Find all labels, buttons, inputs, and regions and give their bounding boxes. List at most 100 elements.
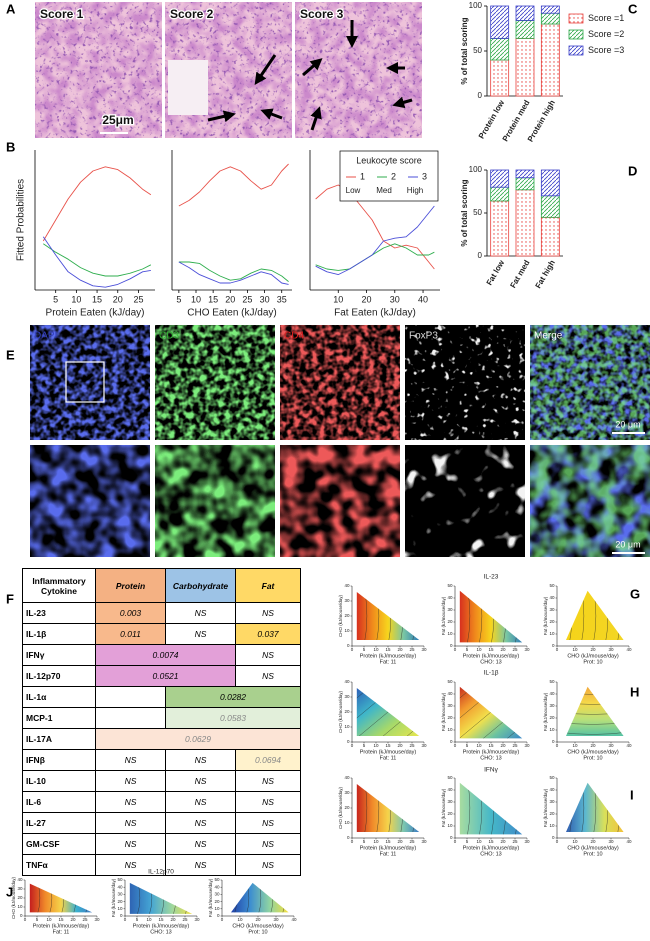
scale-label: 20 μm	[615, 419, 640, 429]
x-tick-label: 40	[626, 839, 632, 844]
x-tick-label: 5	[36, 917, 39, 922]
channel-label: FoxP3	[409, 331, 438, 342]
cytokine-name: IL-12p70	[22, 665, 96, 687]
cytokine-name: MCP-1	[22, 707, 96, 729]
plot-note: Fat: 11	[380, 755, 397, 761]
x-axis-label: Protein (kJ/mouse/day)	[133, 923, 190, 929]
y-axis-label: CHO (kJ/mouse/day)	[338, 594, 343, 637]
line-series	[315, 184, 435, 270]
y-tick-label: 30	[447, 799, 453, 804]
x-tick-label: 10	[476, 743, 482, 748]
y-tick-label: 0	[450, 739, 453, 744]
y-tick-label: 40	[344, 679, 350, 684]
legend-label: Score =2	[588, 29, 624, 39]
panel-letter: C	[628, 1, 638, 16]
table-cell: NS	[235, 770, 301, 792]
y-tick-label: 10	[549, 631, 555, 636]
x-tick-label: 5	[466, 743, 469, 748]
table-row: IL-12p70 0.0521 NS	[22, 665, 301, 687]
blank-region	[168, 60, 208, 115]
x-tick-label: 10	[237, 917, 243, 922]
y-axis-label: Fat (kJ/mouse/day)	[543, 692, 548, 731]
table-cell: 0.0521	[95, 665, 236, 687]
x-tick-label: 30	[524, 743, 530, 748]
x-tick-label: 10	[373, 647, 379, 652]
contour-line	[363, 784, 368, 832]
header-cell: Inflammatory Cytokine	[22, 568, 96, 603]
x-tick-label: 5	[466, 839, 469, 844]
y-tick-label: 30	[447, 703, 453, 708]
x-tick-label: 20	[397, 743, 403, 748]
response-surface	[566, 782, 624, 832]
y-tick-label: 100	[469, 1, 483, 10]
table-cell: NS	[165, 602, 236, 624]
channel-signal	[155, 325, 275, 440]
x-tick-label: 10	[46, 917, 52, 922]
x-tick-label: 30	[608, 743, 614, 748]
x-tick-label: 0	[351, 743, 354, 748]
channel-signal	[405, 445, 525, 557]
x-tick-label: 0	[454, 647, 457, 652]
x-tick-label: 30	[524, 839, 530, 844]
channel-signal	[530, 325, 650, 440]
score-label: Score 3	[300, 7, 344, 21]
panel-letter: D	[628, 163, 637, 178]
y-tick-label: 10	[447, 631, 453, 636]
table-row: IL-1α 0.0282	[22, 686, 301, 708]
legend-sublabel: High	[407, 186, 423, 195]
y-axis-label: Fat (kJ/mouse/day)	[441, 788, 446, 827]
y-tick-label: 0	[552, 643, 555, 648]
x-tick-label: 20	[70, 917, 76, 922]
y-axis-label: Fat (kJ/mouse/day)	[208, 878, 213, 917]
y-tick-label: 0	[552, 835, 555, 840]
y-axis-label: Fat (kJ/mouse/day)	[111, 878, 116, 917]
y-tick-label: 10	[17, 904, 23, 909]
y-axis-label: % of total scoring	[460, 17, 469, 84]
y-axis-label: Fat (kJ/mouse/day)	[441, 596, 446, 635]
x-tick-label: 20	[362, 294, 372, 304]
x-tick-label: 0	[556, 743, 559, 748]
x-tick-label: 35	[277, 294, 287, 304]
x-tick-label: 10	[71, 294, 81, 304]
table-cell: NS	[165, 749, 236, 771]
plot-title: IL-1β	[484, 670, 499, 677]
channel-label: CD4	[284, 331, 304, 342]
table-cell: NS	[235, 854, 301, 876]
x-axis-label: Protein Eaten (kJ/day)	[46, 308, 145, 319]
y-axis-label: Fitted Probabilities	[16, 179, 27, 261]
bar-segment	[540, 12, 560, 25]
plot-note: CHO: 13	[480, 659, 501, 665]
plot-title: IFNγ	[484, 767, 498, 774]
x-tick-label: 25	[133, 294, 143, 304]
table-cell: NS	[95, 770, 166, 792]
y-tick-label: 0	[450, 835, 453, 840]
x-tick-label: Fat low	[485, 258, 507, 287]
contour-line	[36, 883, 41, 913]
x-axis-label: Protein (kJ/mouse/day)	[360, 749, 417, 755]
histology-nuclei	[35, 2, 162, 138]
y-tick-label: 40	[549, 595, 555, 600]
x-tick-label: 10	[476, 839, 482, 844]
x-tick-label: 40	[291, 917, 297, 922]
x-tick-label: 20	[500, 647, 506, 652]
bar-segment	[515, 38, 535, 97]
bar-segment	[490, 169, 510, 188]
bar-segment	[515, 19, 535, 39]
arrow	[260, 108, 283, 120]
x-tick-label: 40	[626, 647, 632, 652]
y-tick-label: 0	[347, 739, 350, 744]
legend-title: Leukocyte score	[356, 155, 422, 165]
x-tick-label: Protein high	[526, 98, 557, 143]
x-tick-label: 5	[363, 743, 366, 748]
zoom-box	[65, 361, 105, 403]
y-tick-label: 40	[17, 877, 23, 882]
table-row: IL-27 NS NS NS	[22, 812, 301, 834]
x-axis-label: CHO (kJ/mouse/day)	[567, 749, 619, 755]
y-tick-label: 20	[344, 805, 350, 810]
response-surface	[231, 882, 289, 913]
x-tick-label: 15	[208, 294, 218, 304]
y-tick-label: 40	[549, 691, 555, 696]
table-cell: 0.011	[95, 623, 166, 645]
cytokine-name: IL-23	[22, 602, 96, 624]
response-surface	[129, 882, 193, 914]
